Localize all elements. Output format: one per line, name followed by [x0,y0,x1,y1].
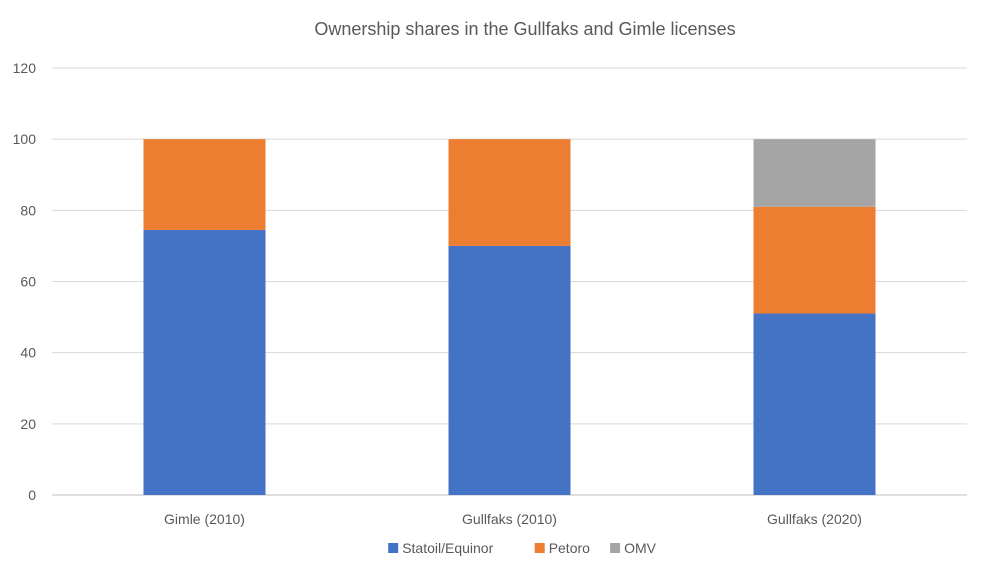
x-tick-label: Gullfaks (2010) [462,511,557,527]
y-tick-label: 0 [28,487,36,503]
legend-label: Statoil/Equinor [402,540,493,556]
legend-label: OMV [624,540,657,556]
legend-swatch [610,543,621,553]
x-axis-ticks: Gimle (2010) Gullfaks (2010) Gullfaks (202… [164,511,862,527]
y-axis-ticks: 0 20 40 60 80 100 120 [13,60,37,503]
y-tick-label: 40 [20,345,36,361]
legend: Statoil/Equinor Petoro OMV [388,540,657,556]
x-tick-label: Gullfaks (2020) [767,511,862,527]
legend-label: Petoro [549,540,590,556]
bar-segment [753,206,876,314]
bar-segment [143,229,266,495]
y-tick-label: 120 [13,60,37,76]
y-tick-label: 20 [20,416,36,432]
y-tick-label: 80 [20,202,36,218]
bar-segment [753,139,876,207]
chart-title: Ownership shares in the Gullfaks and Gim… [314,19,735,39]
y-tick-label: 60 [20,274,36,290]
y-tick-label: 100 [13,131,37,147]
bar-segment [143,139,266,230]
x-tick-label: Gimle (2010) [164,511,245,527]
legend-swatch [534,543,545,553]
bar-segment [448,139,571,246]
legend-swatch [388,543,399,553]
bars [143,139,876,495]
bar-segment [753,313,876,495]
bar-segment [448,245,571,495]
